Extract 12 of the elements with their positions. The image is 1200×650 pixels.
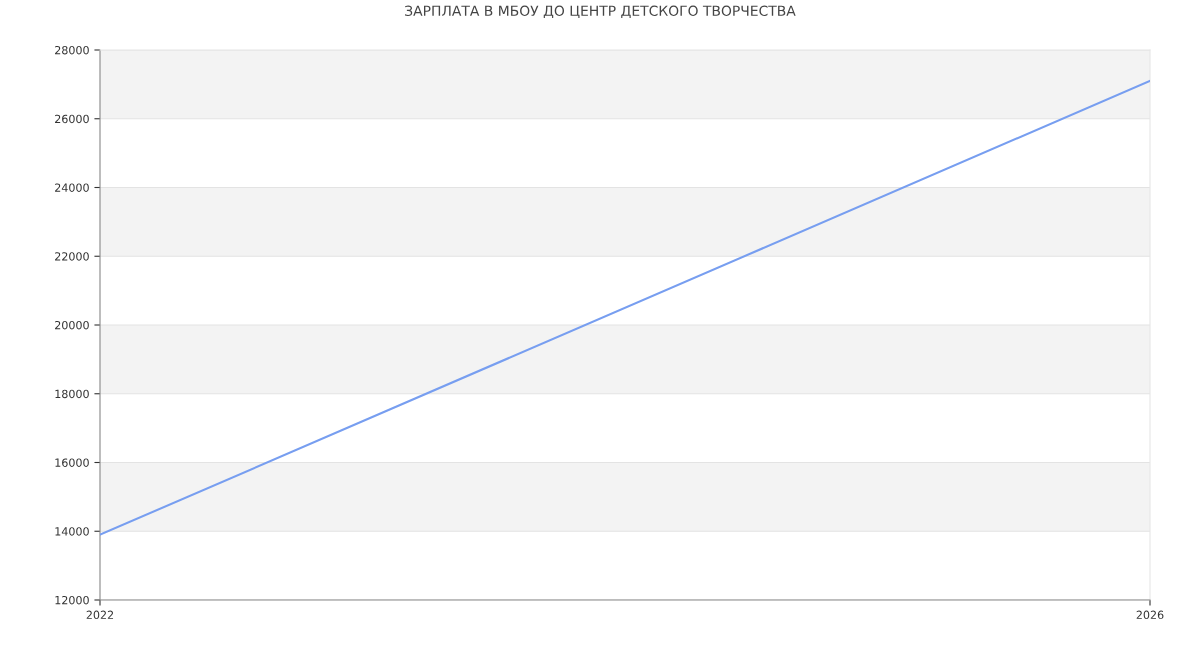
x-tick-label: 2026: [1136, 610, 1164, 620]
y-tick-label: 18000: [55, 389, 89, 399]
chart-title: ЗАРПЛАТА В МБОУ ДО ЦЕНТР ДЕТСКОГО ТВОРЧЕСТВА: [405, 5, 796, 19]
x-tick-label: 2022: [86, 610, 114, 620]
y-tick-label: 16000: [55, 458, 89, 467]
y-tick-label: 26000: [55, 114, 89, 124]
y-tick-label: 24000: [55, 183, 89, 192]
y-tick-label: 12000: [55, 595, 89, 605]
y-tick-label: 14000: [55, 527, 89, 536]
y-tick-label: 28000: [55, 45, 89, 55]
y-tick-label: 20000: [55, 320, 89, 330]
y-tick-label: 22000: [55, 252, 89, 261]
